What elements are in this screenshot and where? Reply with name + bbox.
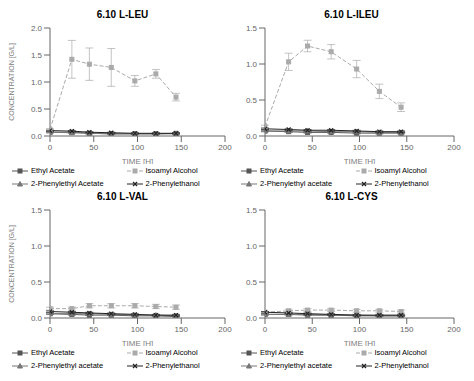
svg-text:150: 150	[175, 143, 189, 152]
svg-text:100: 100	[131, 325, 145, 334]
svg-text:50: 50	[89, 143, 98, 152]
html-text:Isoamyl Alcohol: Isoamyl Alcohol	[145, 165, 198, 175]
svg-text:0: 0	[48, 143, 53, 152]
html-text:2-Phenylethanol: 2-Phenylethanol	[145, 360, 200, 370]
svg-text:1.5: 1.5	[31, 206, 43, 215]
svg-text:200: 200	[218, 143, 232, 152]
svg-text:0.5: 0.5	[31, 278, 43, 287]
html-text:6.10 L-ILEU: 6.10 L-ILEU	[324, 9, 379, 20]
svg-text:2.0: 2.0	[31, 24, 43, 33]
svg-text:0.0: 0.0	[246, 314, 258, 323]
svg-text:CONCENTRATION [G/L]: CONCENTRATION [G/L]	[8, 225, 16, 303]
svg-text:1.0: 1.0	[246, 242, 258, 251]
svg-text:150: 150	[400, 325, 414, 334]
svg-text:200: 200	[447, 143, 461, 152]
svg-text:100: 100	[353, 325, 367, 334]
svg-text:0.0: 0.0	[246, 132, 258, 141]
svg-text:0.0: 0.0	[31, 314, 43, 323]
svg-text:100: 100	[131, 143, 145, 152]
svg-text:50: 50	[308, 143, 317, 152]
html-text:2-Phenylethyl Acetate: 2-Phenylethyl Acetate	[31, 178, 104, 188]
svg-text:0.5: 0.5	[246, 278, 258, 287]
svg-text:200: 200	[218, 325, 232, 334]
html-text:6.10 L-LEU: 6.10 L-LEU	[96, 9, 149, 20]
html-text:Ethyl Acetate: Ethyl Acetate	[31, 165, 75, 175]
html-text:6.10 L-VAL: 6.10 L-VAL	[97, 191, 148, 202]
svg-text:1.5: 1.5	[31, 51, 43, 60]
svg-text:CONCENTRATION [G/L]: CONCENTRATION [G/L]	[8, 43, 16, 121]
svg-text:TIME [H]: TIME [H]	[344, 157, 376, 164]
svg-text:0: 0	[263, 325, 268, 334]
svg-text:50: 50	[89, 325, 98, 334]
svg-text:TIME [H]: TIME [H]	[122, 157, 154, 164]
html-text:2-Phenylethanol: 2-Phenylethanol	[145, 178, 200, 188]
html-text:2-Phenylethanol: 2-Phenylethanol	[374, 178, 429, 188]
html-text:2-Phenylethanol: 2-Phenylethanol	[374, 360, 429, 370]
svg-text:1.0: 1.0	[31, 78, 43, 87]
svg-text:TIME [H]: TIME [H]	[344, 339, 376, 346]
svg-text:0.5: 0.5	[246, 96, 258, 105]
svg-text:TIME [H]: TIME [H]	[122, 339, 154, 346]
svg-text:0.0: 0.0	[31, 132, 43, 141]
svg-text:0.5: 0.5	[31, 105, 43, 114]
svg-text:200: 200	[447, 325, 461, 334]
html-text:2-Phenylethyl acetate: 2-Phenylethyl acetate	[31, 360, 104, 370]
svg-text:150: 150	[175, 325, 189, 334]
html-text:Ethyl Acetate: Ethyl Acetate	[260, 165, 304, 175]
svg-text:1.5: 1.5	[246, 206, 258, 215]
svg-text:150: 150	[400, 143, 414, 152]
html-text:Isoamyl Alcohol: Isoamyl Alcohol	[145, 347, 198, 357]
html-text:Isoamyl Alcohol: Isoamyl Alcohol	[374, 347, 427, 357]
html-text:2-Phenylethyl acetate: 2-Phenylethyl acetate	[260, 178, 333, 188]
svg-text:1.0: 1.0	[31, 242, 43, 251]
svg-text:100: 100	[353, 143, 367, 152]
html-text:2-Phenylethyl acetate: 2-Phenylethyl acetate	[260, 360, 333, 370]
html-text:Ethyl Acetate: Ethyl Acetate	[31, 347, 75, 357]
svg-text:1.0: 1.0	[246, 60, 258, 69]
html-text:Ethyl Acetate: Ethyl Acetate	[260, 347, 304, 357]
svg-text:1.5: 1.5	[246, 24, 258, 33]
svg-text:0: 0	[48, 325, 53, 334]
html-text:Isoamyl Alcohol: Isoamyl Alcohol	[374, 165, 427, 175]
html-text:6.10 L-CYS: 6.10 L-CYS	[325, 191, 378, 202]
svg-text:0: 0	[263, 143, 268, 152]
svg-text:50: 50	[308, 325, 317, 334]
